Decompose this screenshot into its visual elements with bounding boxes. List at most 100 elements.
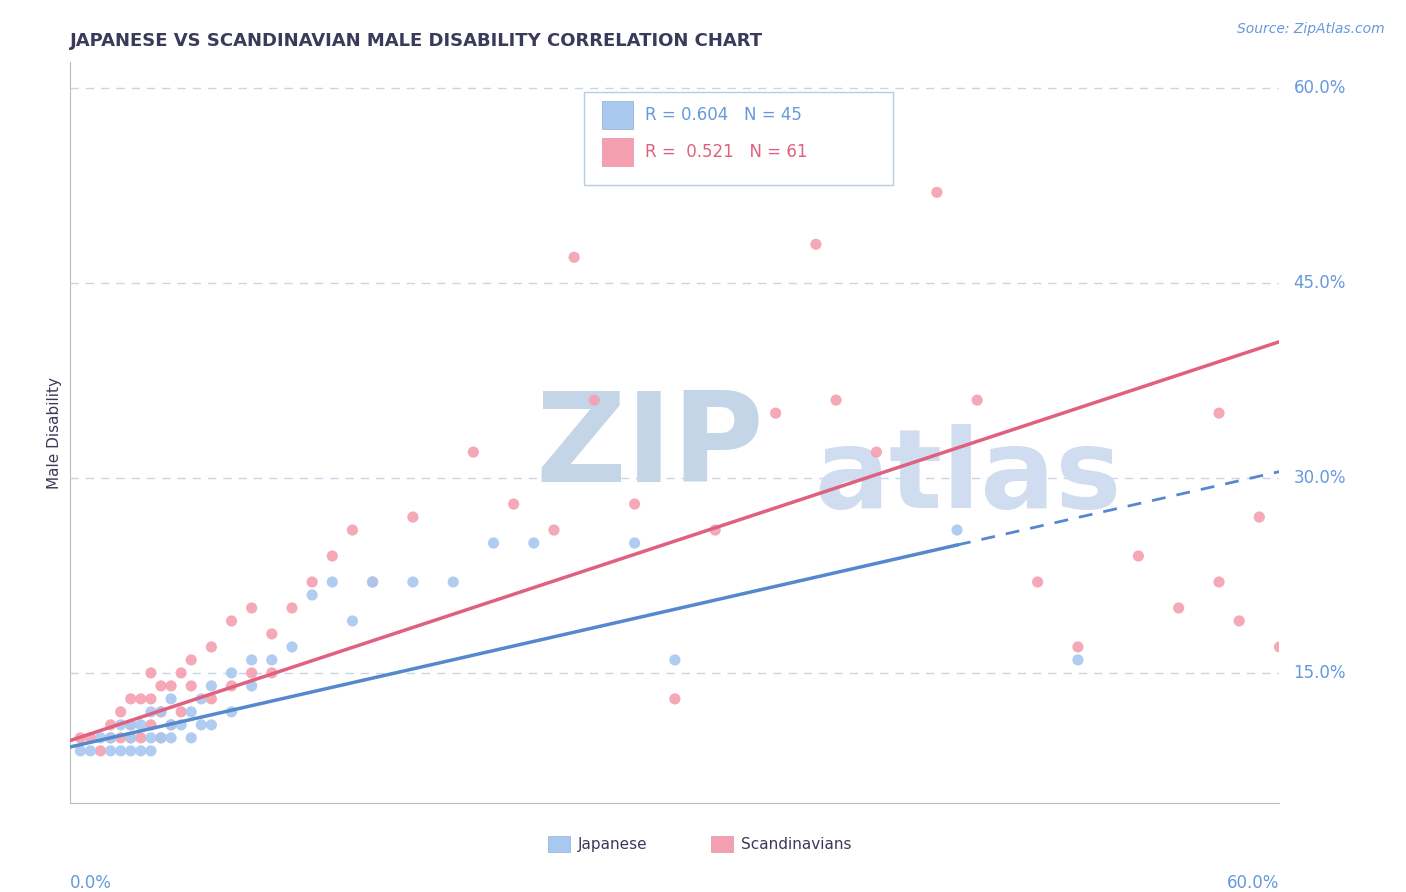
Point <box>120 731 142 745</box>
Point <box>221 665 243 680</box>
Point <box>342 523 364 537</box>
Point <box>200 692 222 706</box>
Y-axis label: Male Disability: Male Disability <box>46 376 62 489</box>
Point <box>301 588 323 602</box>
Point <box>100 731 122 745</box>
Point <box>139 718 162 732</box>
Point <box>502 497 524 511</box>
Point <box>120 731 142 745</box>
Point <box>110 731 132 745</box>
Text: R =  0.521   N = 61: R = 0.521 N = 61 <box>644 143 807 161</box>
Point <box>190 718 212 732</box>
Text: atlas: atlas <box>814 424 1122 531</box>
Text: ZIP: ZIP <box>536 387 765 508</box>
Point <box>100 718 122 732</box>
Point <box>139 692 162 706</box>
Point <box>139 705 162 719</box>
Point <box>664 692 686 706</box>
Point <box>200 679 222 693</box>
Text: 45.0%: 45.0% <box>1294 274 1346 293</box>
Point <box>240 653 263 667</box>
Text: Source: ZipAtlas.com: Source: ZipAtlas.com <box>1237 22 1385 37</box>
Point <box>190 692 212 706</box>
Point <box>1128 549 1150 563</box>
Point <box>482 536 505 550</box>
Point <box>441 574 464 589</box>
Point <box>946 523 969 537</box>
Point <box>129 692 152 706</box>
Point <box>260 627 283 641</box>
Point <box>79 731 101 745</box>
Point <box>120 744 142 758</box>
Point <box>321 574 343 589</box>
Point <box>160 731 183 745</box>
Point <box>90 744 111 758</box>
Point <box>139 665 162 680</box>
Point <box>1268 640 1291 654</box>
Point <box>765 406 787 420</box>
Point <box>170 665 193 680</box>
Point <box>69 744 91 758</box>
Point <box>865 445 887 459</box>
Point <box>110 718 132 732</box>
Point <box>160 679 183 693</box>
Point <box>160 692 183 706</box>
Point <box>321 549 343 563</box>
Point <box>110 744 132 758</box>
Point <box>69 731 91 745</box>
Point <box>100 744 122 758</box>
Point <box>160 718 183 732</box>
Point <box>664 653 686 667</box>
Point <box>170 718 193 732</box>
Point <box>221 679 243 693</box>
Point <box>200 640 222 654</box>
Point <box>543 523 565 537</box>
Point <box>260 653 283 667</box>
Point <box>623 536 645 550</box>
Point <box>180 731 202 745</box>
Point <box>110 705 132 719</box>
Point <box>120 692 142 706</box>
Point <box>150 679 173 693</box>
Point <box>180 705 202 719</box>
Point <box>240 679 263 693</box>
Text: R = 0.604   N = 45: R = 0.604 N = 45 <box>644 106 801 124</box>
Point <box>129 718 152 732</box>
Text: Scandinavians: Scandinavians <box>741 837 852 852</box>
Point <box>150 705 173 719</box>
Point <box>160 718 183 732</box>
Text: 60.0%: 60.0% <box>1227 874 1279 892</box>
Point <box>825 393 848 408</box>
Point <box>562 250 585 264</box>
Point <box>221 614 243 628</box>
Point <box>1167 601 1189 615</box>
Point <box>704 523 727 537</box>
Point <box>221 705 243 719</box>
Point <box>129 731 152 745</box>
Point <box>523 536 546 550</box>
Point <box>583 393 606 408</box>
Point <box>966 393 988 408</box>
Point <box>150 705 173 719</box>
Point <box>281 640 304 654</box>
Bar <box>711 836 733 853</box>
Point <box>281 601 304 615</box>
Point <box>623 497 645 511</box>
Point <box>180 653 202 667</box>
Point <box>200 718 222 732</box>
Point <box>120 718 142 732</box>
Point <box>240 665 263 680</box>
Point <box>170 705 193 719</box>
Bar <box>548 836 569 853</box>
Point <box>90 731 111 745</box>
Point <box>240 601 263 615</box>
Point <box>79 744 101 758</box>
Point <box>361 574 384 589</box>
Point <box>463 445 485 459</box>
Point <box>402 510 425 524</box>
Point <box>1067 640 1090 654</box>
Bar <box>602 138 633 166</box>
Point <box>925 186 948 200</box>
Point <box>180 679 202 693</box>
Point <box>301 574 323 589</box>
